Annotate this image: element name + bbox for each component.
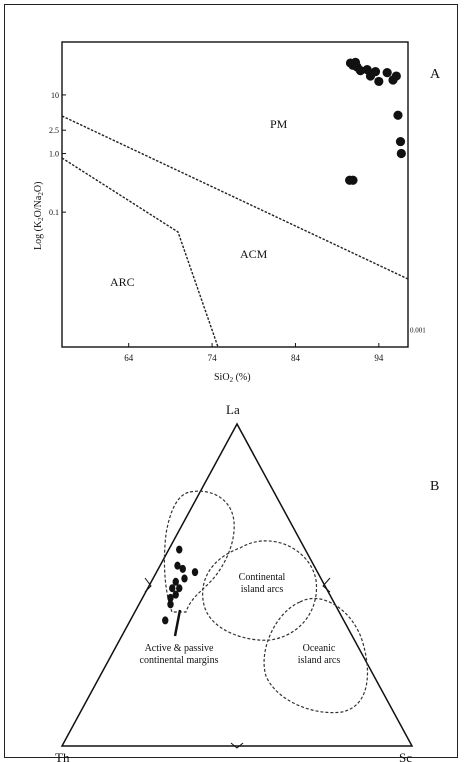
ternary-data-point — [167, 600, 174, 609]
label-margins-line2: continental margins — [140, 655, 219, 666]
margins-arrow — [173, 609, 182, 637]
ternary-data-point — [162, 616, 169, 625]
panel-a-ticks: 64 74 84 94 10 2.5 1.0 0.1 0.001 — [49, 91, 426, 363]
y-tick-label: 0.001 — [410, 326, 426, 334]
label-continental-line1: Continental — [239, 572, 286, 583]
ternary-data-point — [191, 568, 199, 577]
field-continental-island-arcs — [202, 540, 318, 641]
ternary-data-point — [172, 590, 179, 599]
acm-arc-boundary — [61, 157, 219, 348]
panel-a-points — [345, 57, 406, 185]
vertex-label-th: Th — [55, 750, 70, 762]
ternary-data-point — [176, 584, 183, 593]
ternary-data-point — [174, 561, 181, 570]
tick-right-edge — [322, 577, 331, 593]
y-tick-label: 2.5 — [49, 126, 59, 135]
data-point — [382, 68, 392, 78]
panel-a: A PM ACM ARC SiO2 (%) Log (K2O/Na2O) 64 7… — [33, 41, 441, 384]
data-point — [391, 71, 401, 81]
label-oceanic-line2: island arcs — [298, 655, 341, 666]
figure-frame — [4, 4, 458, 758]
panel-a-label: A — [430, 67, 441, 82]
ternary-data-point — [181, 574, 188, 583]
panel-b: B La Th Sc Continental island arcs Ocean… — [55, 402, 439, 762]
ternary-data-point — [167, 593, 174, 602]
ternary-data-point — [172, 577, 179, 586]
label-margins-line1: Active & passive — [145, 643, 214, 654]
y-tick-label: 0.1 — [49, 208, 59, 217]
data-point — [348, 175, 358, 185]
x-tick-label: 64 — [124, 353, 134, 363]
field-oceanic-island-arcs — [263, 597, 368, 714]
panel-a-y-axis-title: Log (K2O/Na2O) — [33, 182, 45, 250]
panel-a-x-axis-title: SiO2 (%) — [214, 372, 251, 384]
ternary-data-point — [179, 564, 186, 573]
ternary-data-point — [169, 584, 176, 593]
panel-a-plot-frame — [61, 41, 409, 348]
tick-bottom-edge — [230, 742, 244, 749]
data-point — [370, 67, 381, 77]
data-point — [396, 148, 406, 159]
data-point — [374, 76, 384, 87]
x-tick-label: 74 — [208, 353, 218, 363]
x-tick-label: 94 — [374, 353, 384, 363]
data-point — [393, 110, 403, 120]
vertex-label-sc: Sc — [399, 750, 412, 762]
label-continental-line2: island arcs — [241, 584, 284, 595]
panel-b-points — [162, 545, 199, 625]
x-tick-label: 84 — [291, 353, 301, 363]
ternary-data-point — [176, 545, 183, 554]
label-oceanic-line1: Oceanic — [303, 643, 336, 654]
y-tick-label: 10 — [51, 91, 59, 100]
edge-midpoint-ticks — [144, 577, 331, 749]
tick-left-edge — [144, 577, 152, 593]
vertex-label-la: La — [226, 402, 240, 417]
pm-acm-boundary — [61, 115, 409, 280]
field-label-acm: ACM — [240, 247, 268, 261]
panel-b-label: B — [430, 479, 439, 494]
field-active-passive-margins — [163, 490, 235, 613]
y-tick-label: 1.0 — [49, 150, 59, 159]
ternary-triangle — [60, 422, 414, 747]
field-label-pm: PM — [270, 117, 288, 131]
field-label-arc: ARC — [110, 275, 135, 289]
data-point — [395, 136, 406, 147]
